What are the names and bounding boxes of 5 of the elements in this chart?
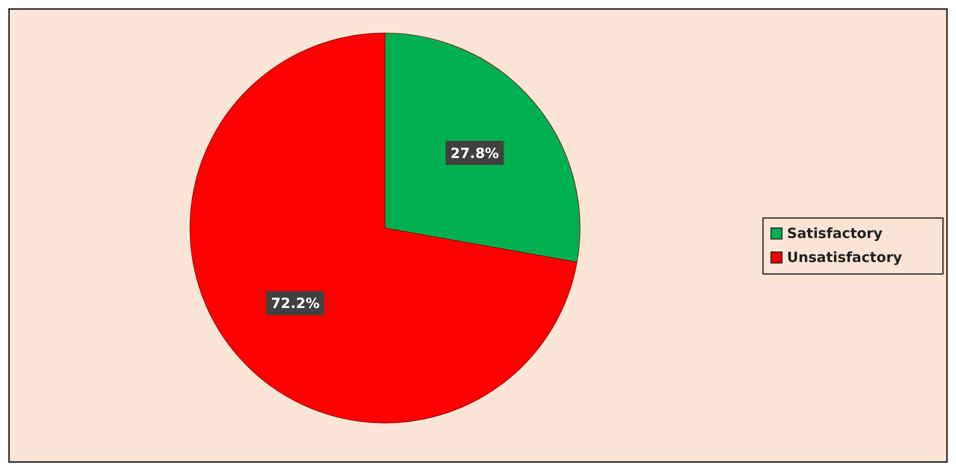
data-label: 27.8%	[450, 146, 499, 162]
legend-label: Unsatisfactory	[787, 250, 902, 266]
data-label: 72.2%	[271, 296, 320, 312]
pie-slice	[190, 32, 578, 424]
legend-label: Satisfactory	[787, 226, 883, 242]
